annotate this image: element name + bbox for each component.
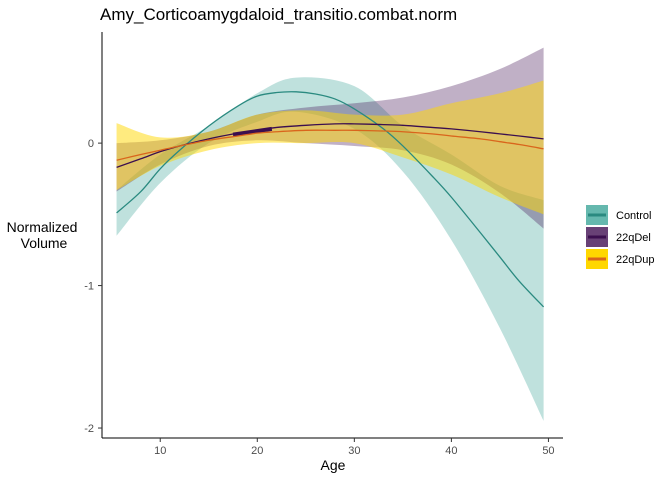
y-axis-title-line-1: Normalized	[7, 219, 78, 235]
axes	[101, 32, 563, 439]
y-ticks: -2 -1 0	[84, 138, 102, 435]
y-tick-label: -2	[84, 423, 94, 435]
y-tick-label: 0	[88, 138, 94, 150]
legend-label: 22qDup	[616, 254, 655, 266]
confidence-ribbons	[116, 47, 544, 421]
x-axis-title: Age	[321, 457, 346, 473]
line-control	[116, 91, 545, 308]
x-tick-label: 50	[542, 445, 554, 457]
fit-lines	[116, 91, 545, 308]
legend: Control 22qDel 22qDup	[586, 205, 655, 269]
x-tick-label: 20	[251, 445, 263, 457]
legend-item-22qdup: 22qDup	[586, 249, 655, 269]
chart-title: Amy_Corticoamygdaloid_transitio.combat.n…	[100, 5, 458, 24]
legend-label: Control	[616, 210, 651, 222]
x-ticks: 10 20 30 40 50	[154, 438, 555, 457]
legend-item-22qdel: 22qDel	[586, 227, 651, 247]
legend-item-control: Control	[586, 205, 651, 225]
line-22qdup	[116, 129, 544, 161]
highlight-segment-22qdel	[232, 126, 273, 137]
y-axis-title: Normalized Volume	[7, 219, 82, 251]
x-tick-label: 30	[348, 445, 360, 457]
legend-label: 22qDel	[616, 232, 651, 244]
x-tick-label: 10	[154, 445, 166, 457]
y-tick-label: -1	[84, 281, 94, 293]
y-axis-title-line-2: Volume	[21, 235, 68, 251]
ribbon-22qdup	[116, 80, 544, 215]
x-tick-label: 40	[445, 445, 457, 457]
